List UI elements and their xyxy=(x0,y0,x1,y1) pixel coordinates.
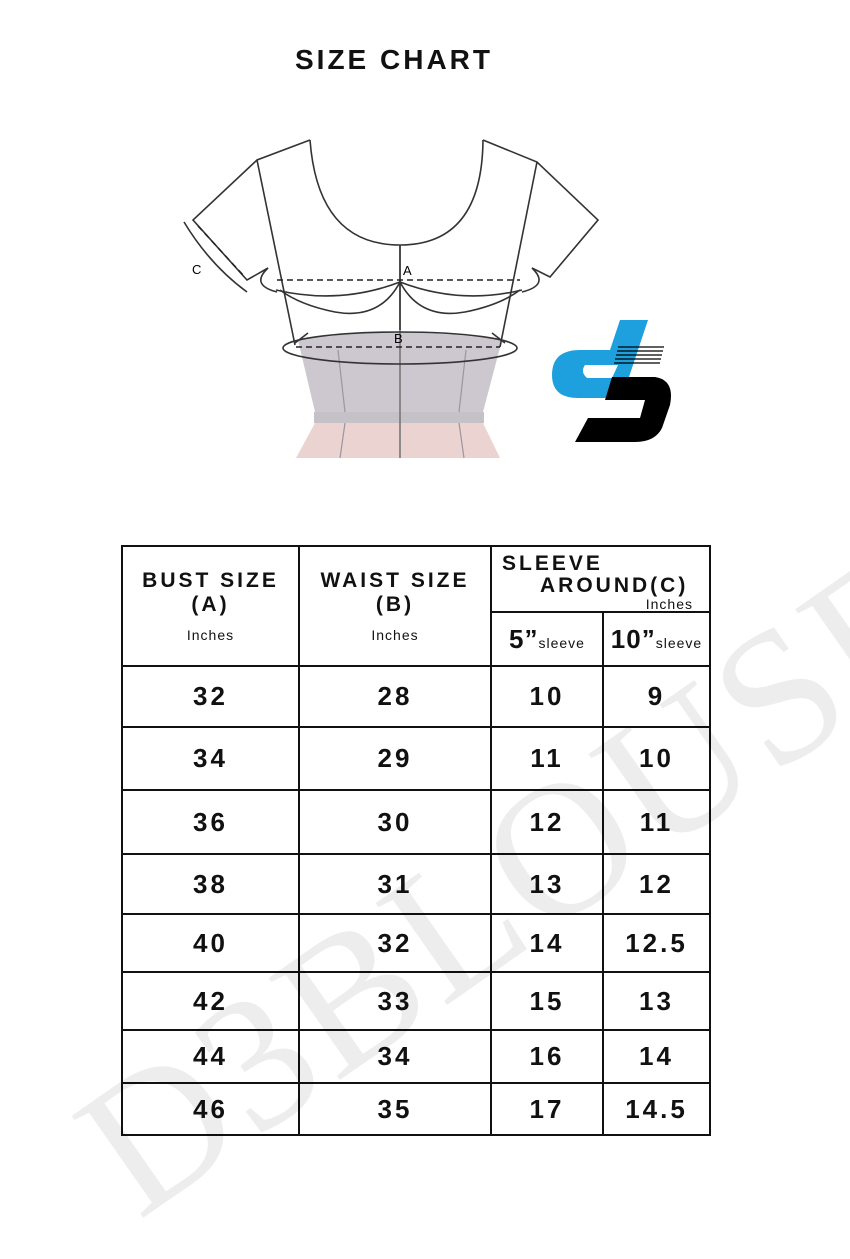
waist-label: WAIST SIZE xyxy=(320,569,470,592)
sleeve-10-cell: 9 xyxy=(602,665,711,728)
label-a: A xyxy=(403,263,412,278)
table-row: 44 34 16 14 xyxy=(121,1029,711,1084)
page-title: SIZE CHART xyxy=(295,44,493,75)
table-row: 42 33 15 13 xyxy=(121,971,711,1031)
sleeve-10-cell: 14 xyxy=(602,1029,711,1084)
bust-cell: 40 xyxy=(121,913,300,973)
sub-value: 10” xyxy=(610,623,656,654)
bust-cell: 44 xyxy=(121,1029,300,1084)
table-row: 46 35 17 14.5 xyxy=(121,1082,711,1136)
bust-cell: 46 xyxy=(121,1082,300,1136)
header-sleeve: SLEEVE AROUND(C) Inches xyxy=(490,545,711,613)
sleeve-5-cell: 13 xyxy=(490,853,604,915)
sleeve-5-cell: 17 xyxy=(490,1082,604,1136)
brand-logo xyxy=(552,320,671,442)
waist-cell: 29 xyxy=(298,726,492,791)
waist-cell: 28 xyxy=(298,665,492,728)
label-b: B xyxy=(394,331,403,346)
table-row: 40 32 14 12.5 xyxy=(121,913,711,973)
bust-cell: 38 xyxy=(121,853,300,915)
table-row: 32 28 10 9 xyxy=(121,665,711,728)
waist-cell: 33 xyxy=(298,971,492,1031)
sleeve-10-cell: 11 xyxy=(602,789,711,855)
around-label: AROUND xyxy=(540,574,651,597)
blouse-measurement-diagram: A B C xyxy=(183,139,671,459)
sleeve-5-cell: 11 xyxy=(490,726,604,791)
sleeve-label: SLEEVE xyxy=(502,552,603,575)
sub-unit: sleeve xyxy=(538,634,585,651)
sleeve-5-cell: 16 xyxy=(490,1029,604,1084)
bust-label: BUST SIZE xyxy=(142,569,279,592)
sleeve-code: (C) xyxy=(650,574,689,597)
sleeve-10-cell: 12.5 xyxy=(602,913,711,973)
measure-lines xyxy=(197,225,520,348)
bust-cell: 34 xyxy=(121,726,300,791)
blouse-outline xyxy=(183,139,600,458)
waist-cell: 35 xyxy=(298,1082,492,1136)
sleeve-5-cell: 15 xyxy=(490,971,604,1031)
sleeve-5-cell: 10 xyxy=(490,665,604,728)
waist-code: (B) xyxy=(375,593,415,616)
sleeve-5-cell: 14 xyxy=(490,913,604,973)
skirt-shape xyxy=(296,423,500,458)
waist-unit: Inches xyxy=(371,627,419,643)
label-c: C xyxy=(192,262,201,277)
bust-code: (A) xyxy=(191,593,230,616)
sleeve-10-cell: 12 xyxy=(602,853,711,915)
table-row: 34 29 11 10 xyxy=(121,726,711,791)
waist-cell: 31 xyxy=(298,853,492,915)
sleeve-5-cell: 12 xyxy=(490,789,604,855)
bust-unit: Inches xyxy=(186,627,235,643)
sleeve-10-cell: 10 xyxy=(602,726,711,791)
header-waist: WAIST SIZE (B) Inches xyxy=(298,545,492,667)
bust-cell: 32 xyxy=(121,665,300,728)
size-table: BUST SIZE (A) Inches WAIST SIZE (B) Inch… xyxy=(121,545,711,1136)
sleeve-unit: Inches xyxy=(645,596,693,612)
table-row: 38 31 13 12 xyxy=(121,853,711,915)
bust-cell: 42 xyxy=(121,971,300,1031)
table-row: 36 30 12 11 xyxy=(121,789,711,855)
sub-unit: sleeve xyxy=(655,634,703,651)
sub-value: 5” xyxy=(509,623,539,654)
waist-cell: 34 xyxy=(298,1029,492,1084)
waist-cell: 30 xyxy=(298,789,492,855)
bust-cell: 36 xyxy=(121,789,300,855)
header-5-sleeve: 5”sleeve xyxy=(490,611,604,667)
waist-cell: 32 xyxy=(298,913,492,973)
sleeve-10-cell: 14.5 xyxy=(602,1082,711,1136)
header-10-sleeve: 10”sleeve xyxy=(602,611,711,667)
header-bust: BUST SIZE (A) Inches xyxy=(121,545,300,667)
sleeve-10-cell: 13 xyxy=(602,971,711,1031)
